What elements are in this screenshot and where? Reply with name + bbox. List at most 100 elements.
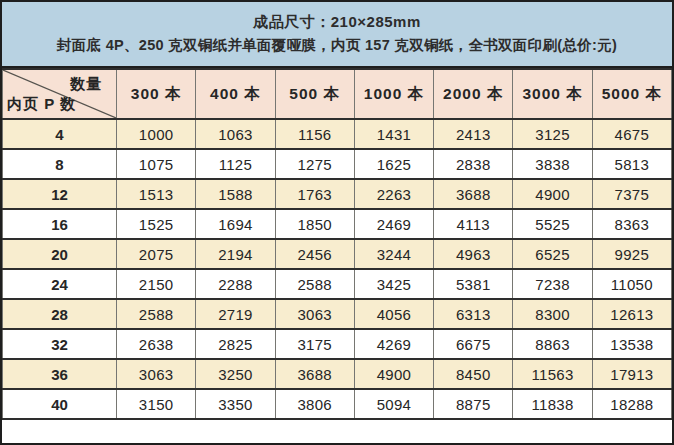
column-header: 300 本 <box>117 69 196 119</box>
price-cell: 5525 <box>513 209 592 239</box>
price-cell: 1763 <box>275 179 354 209</box>
price-cell: 2588 <box>275 269 354 299</box>
price-cell: 18288 <box>592 389 671 419</box>
sheet-header: 成品尺寸：210×285mm 封面底 4P、250 克双铜纸并单面覆哑膜，内页 … <box>2 2 672 68</box>
price-cell: 9925 <box>592 239 671 269</box>
price-cell: 4963 <box>434 239 513 269</box>
price-cell: 8300 <box>513 299 592 329</box>
sheet-title: 成品尺寸：210×285mm <box>253 13 421 32</box>
price-cell: 3125 <box>513 119 592 149</box>
price-cell: 4113 <box>434 209 513 239</box>
table-row: 3226382825317542696675886313538 <box>3 329 672 359</box>
price-cell: 8450 <box>434 359 513 389</box>
price-cell: 5813 <box>592 149 671 179</box>
price-cell: 1525 <box>117 209 196 239</box>
price-cell: 4056 <box>354 299 433 329</box>
price-cell: 1075 <box>117 149 196 179</box>
price-cell: 17913 <box>592 359 671 389</box>
price-cell: 4675 <box>592 119 671 149</box>
price-cell: 1513 <box>117 179 196 209</box>
row-header-pages: 28 <box>3 299 117 329</box>
price-cell: 6675 <box>434 329 513 359</box>
price-cell: 6525 <box>513 239 592 269</box>
price-cell: 11563 <box>513 359 592 389</box>
price-cell: 1431 <box>354 119 433 149</box>
row-header-pages: 36 <box>3 359 117 389</box>
corner-cell: 数量 内页 P 数 <box>3 69 117 119</box>
row-header-pages: 4 <box>3 119 117 149</box>
row-header-pages: 40 <box>3 389 117 419</box>
price-sheet: 成品尺寸：210×285mm 封面底 4P、250 克双铜纸并单面覆哑膜，内页 … <box>0 0 674 445</box>
price-cell: 2469 <box>354 209 433 239</box>
price-cell: 2456 <box>275 239 354 269</box>
price-cell: 12613 <box>592 299 671 329</box>
table-row: 202075219424563244496365259925 <box>3 239 672 269</box>
price-cell: 2150 <box>117 269 196 299</box>
price-cell: 7238 <box>513 269 592 299</box>
price-cell: 3425 <box>354 269 433 299</box>
sheet-subtitle: 封面底 4P、250 克双铜纸并单面覆哑膜，内页 157 克双铜纸，全书双面印刷… <box>57 36 617 55</box>
price-cell: 2263 <box>354 179 433 209</box>
price-cell: 1850 <box>275 209 354 239</box>
price-cell: 2838 <box>434 149 513 179</box>
price-cell: 11838 <box>513 389 592 419</box>
row-header-pages: 32 <box>3 329 117 359</box>
price-cell: 3150 <box>117 389 196 419</box>
price-cell: 1063 <box>196 119 275 149</box>
price-cell: 3806 <box>275 389 354 419</box>
table-row: 40315033503806509488751183818288 <box>3 389 672 419</box>
table-row: 121513158817632263368849007375 <box>3 179 672 209</box>
price-cell: 3688 <box>434 179 513 209</box>
price-cell: 3350 <box>196 389 275 419</box>
column-header: 500 本 <box>275 69 354 119</box>
price-cell: 6313 <box>434 299 513 329</box>
price-cell: 3175 <box>275 329 354 359</box>
price-cell: 2588 <box>117 299 196 329</box>
price-cell: 4269 <box>354 329 433 359</box>
price-cell: 3838 <box>513 149 592 179</box>
price-cell: 2288 <box>196 269 275 299</box>
price-cell: 3244 <box>354 239 433 269</box>
price-cell: 2825 <box>196 329 275 359</box>
price-cell: 1588 <box>196 179 275 209</box>
row-header-pages: 8 <box>3 149 117 179</box>
price-cell: 3250 <box>196 359 275 389</box>
price-cell: 1275 <box>275 149 354 179</box>
column-header: 5000 本 <box>592 69 671 119</box>
price-cell: 5094 <box>354 389 433 419</box>
table-row: 36306332503688490084501156317913 <box>3 359 672 389</box>
price-cell: 5381 <box>434 269 513 299</box>
column-header: 3000 本 <box>513 69 592 119</box>
price-cell: 1156 <box>275 119 354 149</box>
table-row: 41000106311561431241331254675 <box>3 119 672 149</box>
price-cell: 13538 <box>592 329 671 359</box>
row-header-pages: 20 <box>3 239 117 269</box>
price-cell: 4900 <box>513 179 592 209</box>
price-cell: 4900 <box>354 359 433 389</box>
price-cell: 8363 <box>592 209 671 239</box>
price-cell: 2719 <box>196 299 275 329</box>
corner-label-pages: 内页 P 数 <box>7 95 76 114</box>
price-cell: 11050 <box>592 269 671 299</box>
price-cell: 3063 <box>275 299 354 329</box>
row-header-pages: 16 <box>3 209 117 239</box>
table-row: 2421502288258834255381723811050 <box>3 269 672 299</box>
price-cell: 1625 <box>354 149 433 179</box>
column-header: 1000 本 <box>354 69 433 119</box>
price-cell: 3063 <box>117 359 196 389</box>
price-cell: 7375 <box>592 179 671 209</box>
row-header-pages: 12 <box>3 179 117 209</box>
corner-label-quantity: 数量 <box>70 75 102 94</box>
price-cell: 1694 <box>196 209 275 239</box>
table-row: 161525169418502469411355258363 <box>3 209 672 239</box>
table-row: 81075112512751625283838385813 <box>3 149 672 179</box>
price-cell: 3688 <box>275 359 354 389</box>
price-cell: 8863 <box>513 329 592 359</box>
column-header: 2000 本 <box>434 69 513 119</box>
price-cell: 2194 <box>196 239 275 269</box>
table-row: 2825882719306340566313830012613 <box>3 299 672 329</box>
column-header: 400 本 <box>196 69 275 119</box>
price-cell: 2413 <box>434 119 513 149</box>
row-header-pages: 24 <box>3 269 117 299</box>
table-header-row: 数量 内页 P 数 300 本400 本500 本1000 本2000 本300… <box>3 69 672 119</box>
